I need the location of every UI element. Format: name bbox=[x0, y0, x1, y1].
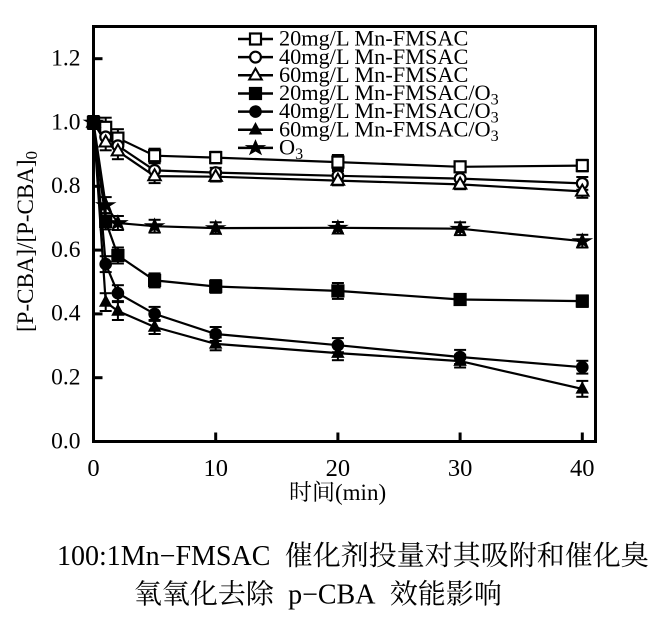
svg-text:40mg/L Mn-FMSAC/O3: 40mg/L Mn-FMSAC/O3 bbox=[279, 98, 499, 127]
svg-text:10: 10 bbox=[203, 455, 228, 482]
svg-text:0.4: 0.4 bbox=[51, 301, 81, 327]
svg-text:40: 40 bbox=[570, 455, 595, 482]
svg-text:0.8: 0.8 bbox=[51, 173, 80, 199]
svg-text:1.0: 1.0 bbox=[51, 109, 80, 135]
svg-text:[P-CBA]/[P-CBA]0: [P-CBA]/[P-CBA]0 bbox=[13, 151, 41, 332]
svg-text:20: 20 bbox=[326, 455, 351, 482]
svg-text:0.2: 0.2 bbox=[51, 365, 80, 391]
svg-text:0.6: 0.6 bbox=[51, 237, 81, 263]
svg-text:(min): (min) bbox=[335, 480, 386, 505]
svg-text:20mg/L Mn-FMSAC: 20mg/L Mn-FMSAC bbox=[279, 26, 468, 51]
svg-text:40mg/L Mn-FMSAC: 40mg/L Mn-FMSAC bbox=[279, 44, 468, 69]
svg-text:0.0: 0.0 bbox=[51, 428, 80, 454]
svg-text:20mg/L Mn-FMSAC/O3: 20mg/L Mn-FMSAC/O3 bbox=[279, 80, 499, 109]
svg-text:60mg/L Mn-FMSAC: 60mg/L Mn-FMSAC bbox=[279, 62, 468, 87]
svg-text:1.2: 1.2 bbox=[51, 46, 80, 72]
svg-text:0: 0 bbox=[87, 455, 99, 482]
svg-text:60mg/L Mn-FMSAC/O3: 60mg/L Mn-FMSAC/O3 bbox=[279, 116, 499, 145]
svg-text:30: 30 bbox=[448, 455, 473, 482]
svg-text:100:1Mn−FMSAC: 100:1Mn−FMSAC bbox=[57, 541, 270, 572]
svg-text:p−CBA: p−CBA bbox=[288, 580, 376, 611]
